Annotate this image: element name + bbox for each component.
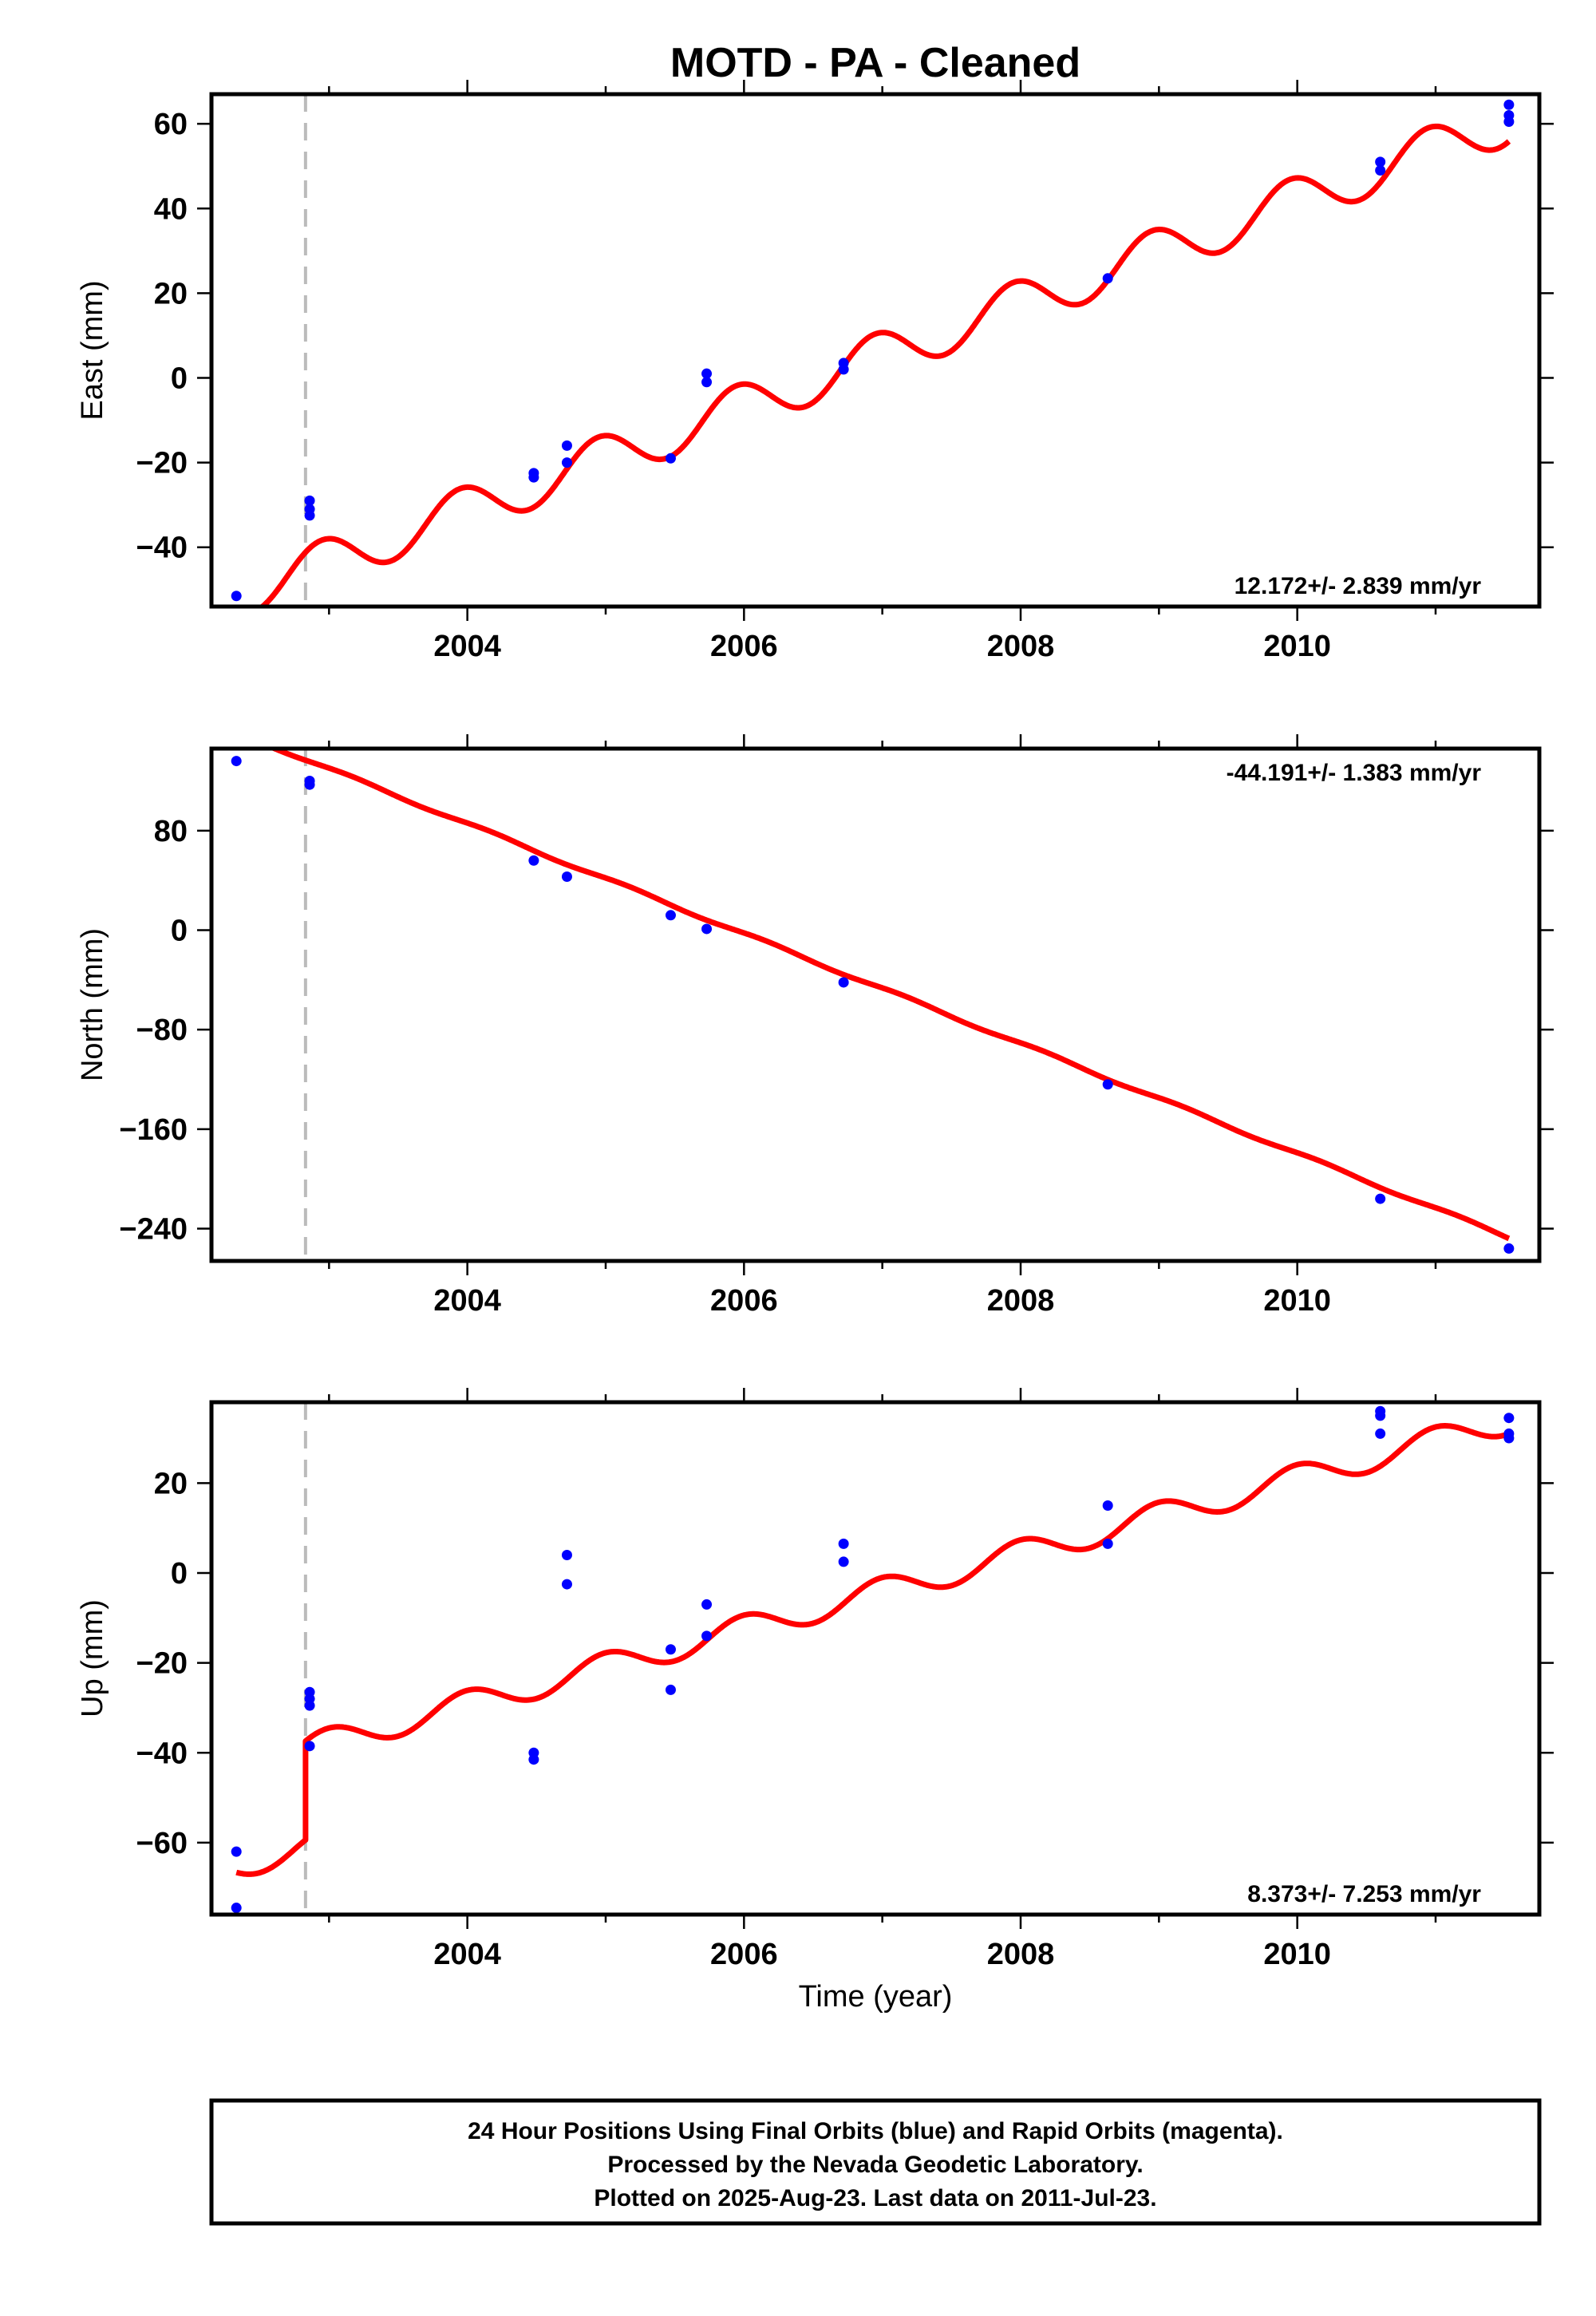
y-tick-label: 80 <box>154 815 188 848</box>
y-tick-label: 40 <box>154 192 188 226</box>
data-point <box>665 1644 676 1655</box>
data-point <box>838 977 849 988</box>
data-point <box>561 1579 572 1590</box>
rate-label: -44.191+/- 1.383 mm/yr <box>1227 760 1482 786</box>
data-point <box>1503 1433 1515 1444</box>
data-point <box>304 1700 315 1711</box>
panel-data-layer <box>231 94 1515 607</box>
data-point <box>665 1684 676 1695</box>
y-tick-label: 0 <box>171 1557 188 1591</box>
footer-box: 24 Hour Positions Using Final Orbits (bl… <box>209 2098 1542 2226</box>
data-point <box>701 368 713 379</box>
footer-line-2: Processed by the Nevada Geodetic Laborat… <box>607 2152 1143 2178</box>
panel-east: 2004 2006 2008 2010 −40 −20 0 20 40 60 East (mm) 12… <box>76 80 1554 663</box>
panel-data-layer <box>231 1402 1515 1915</box>
x-tick-label: 2008 <box>987 1938 1055 1971</box>
y-tick-label: 20 <box>154 277 188 310</box>
panel-frame <box>209 1400 1542 1917</box>
x-axis-label: Time (year) <box>799 1980 953 2014</box>
data-point <box>231 1846 242 1857</box>
y-tick-label: 0 <box>171 362 188 395</box>
x-tick-label: 2010 <box>1263 630 1331 663</box>
data-point <box>1375 1193 1386 1204</box>
model-curve <box>267 749 1511 1242</box>
y-tick-label: 60 <box>154 108 188 141</box>
rate-label: 12.172+/- 2.839 mm/yr <box>1235 573 1482 599</box>
panel-frame <box>209 746 1542 1263</box>
data-point <box>701 1630 713 1642</box>
panel-up: 2004 2006 2008 2010 −60 −40 −20 0 20 Up (mm) 8.373… <box>76 1388 1554 1971</box>
data-point <box>1503 1413 1515 1424</box>
x-tick-label: 2004 <box>433 630 501 663</box>
data-point <box>304 510 315 521</box>
data-point <box>665 453 676 464</box>
data-point <box>561 871 572 882</box>
y-axis-label: North (mm) <box>76 928 109 1081</box>
data-point <box>1375 1410 1386 1421</box>
data-point <box>838 1538 849 1549</box>
figure-title: MOTD - PA - Cleaned <box>670 40 1080 86</box>
x-tick-label: 2006 <box>710 1284 778 1318</box>
data-point <box>231 756 242 767</box>
data-point <box>1503 116 1515 127</box>
x-tick-label: 2010 <box>1263 1284 1331 1318</box>
data-point <box>304 495 315 506</box>
y-tick-label: −160 <box>119 1113 188 1147</box>
y-tick-label: −20 <box>136 1647 188 1681</box>
panels: 2004 2006 2008 2010 −40 −20 0 20 40 60 East (mm) 12… <box>76 80 1554 1971</box>
y-tick-label: 0 <box>171 915 188 948</box>
data-point <box>838 1556 849 1567</box>
model-curve <box>234 1423 1511 1877</box>
x-tick-label: 2006 <box>710 630 778 663</box>
y-tick-label: 20 <box>154 1467 188 1500</box>
rate-label: 8.373+/- 7.253 mm/yr <box>1247 1881 1481 1907</box>
footer-line-3: Plotted on 2025-Aug-23. Last data on 201… <box>594 2185 1156 2211</box>
data-point <box>701 1599 713 1610</box>
y-tick-label: −40 <box>136 532 188 565</box>
panel-frame <box>209 92 1542 609</box>
data-point <box>304 1741 315 1752</box>
data-point <box>561 1549 572 1560</box>
data-point <box>1102 1538 1113 1549</box>
data-point <box>304 779 315 790</box>
x-tick-label: 2008 <box>987 630 1055 663</box>
y-tick-label: −20 <box>136 447 188 480</box>
x-tick-label: 2010 <box>1263 1938 1331 1971</box>
x-tick-label: 2004 <box>433 1284 501 1318</box>
y-tick-label: −60 <box>136 1827 188 1860</box>
panel-data-layer <box>231 749 1515 1261</box>
data-point <box>1503 99 1515 110</box>
data-point <box>1102 1079 1113 1090</box>
y-tick-label: −40 <box>136 1737 188 1770</box>
data-point <box>701 377 713 388</box>
data-point <box>561 457 572 468</box>
data-point <box>701 923 713 935</box>
data-point <box>1503 1243 1515 1254</box>
x-tick-label: 2008 <box>987 1284 1055 1318</box>
data-point <box>665 910 676 921</box>
data-point <box>231 591 242 602</box>
data-point <box>561 440 572 451</box>
data-point <box>1375 1428 1386 1439</box>
x-tick-label: 2004 <box>433 1938 501 1971</box>
data-point <box>1102 273 1113 284</box>
x-tick-label: 2006 <box>710 1938 778 1971</box>
data-point <box>528 855 539 866</box>
model-curve <box>258 123 1511 607</box>
y-axis-label: Up (mm) <box>76 1599 109 1717</box>
y-tick-label: −240 <box>119 1212 188 1246</box>
data-point <box>1102 1500 1113 1512</box>
panel-north: 2004 2006 2008 2010 −240 −160 −80 0 80 North (mm)… <box>76 734 1554 1318</box>
data-point <box>528 472 539 483</box>
data-point <box>528 1754 539 1765</box>
data-point <box>231 1903 242 1914</box>
y-axis-label: East (mm) <box>76 280 109 420</box>
footer-line-1: 24 Hour Positions Using Final Orbits (bl… <box>468 2118 1283 2144</box>
data-point <box>838 364 849 375</box>
data-point <box>1375 165 1386 176</box>
footer-frame <box>209 2098 1542 2226</box>
y-tick-label: −80 <box>136 1014 188 1047</box>
data-point <box>1375 156 1386 168</box>
